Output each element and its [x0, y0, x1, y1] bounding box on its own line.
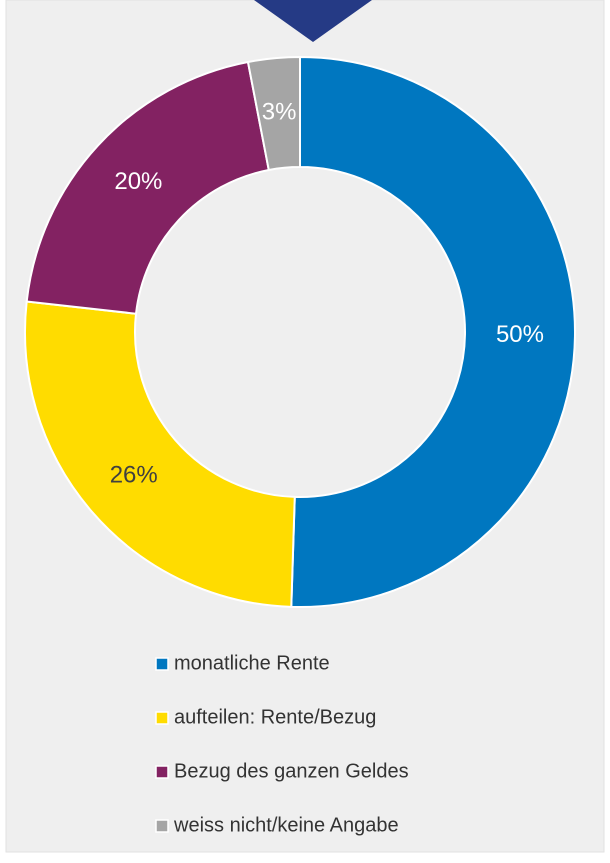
legend-label: aufteilen: Rente/Bezug — [174, 706, 376, 728]
legend-swatch — [155, 765, 169, 779]
donut-segment — [290, 55, 576, 608]
donut-segment — [25, 60, 270, 315]
data-label: 50% — [496, 321, 544, 348]
donut-segment — [24, 300, 296, 608]
data-label: 26% — [110, 461, 158, 488]
pointer — [254, 0, 372, 42]
legend-swatch — [155, 657, 169, 671]
donut-segment — [246, 55, 301, 172]
legend-label: monatliche Rente — [174, 652, 330, 674]
legend-label: weiss nicht/keine Angabe — [173, 814, 399, 836]
legend-swatch — [155, 711, 169, 725]
legend-swatch — [155, 819, 169, 833]
legend-label: Bezug des ganzen Geldes — [174, 760, 409, 782]
data-label: 20% — [114, 168, 162, 195]
data-label: 3% — [262, 98, 297, 125]
